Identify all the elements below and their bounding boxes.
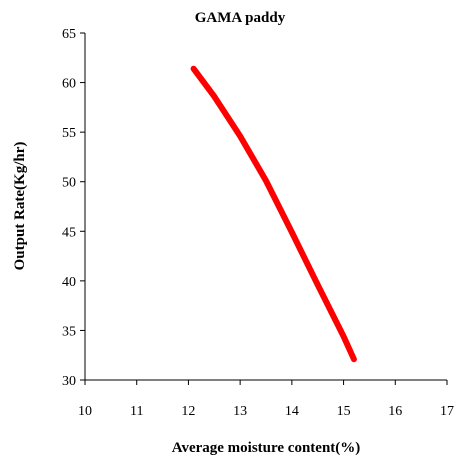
y-ticks: 30 35 40 45 50 55 60 65 xyxy=(62,27,85,389)
x-tick-label: 17 xyxy=(440,404,454,419)
y-tick-label: 65 xyxy=(62,27,76,42)
y-tick-label: 55 xyxy=(62,126,76,141)
y-tick-label: 60 xyxy=(62,77,76,92)
chart-title: GAMA paddy xyxy=(195,10,286,26)
x-tick-label: 12 xyxy=(181,404,195,419)
x-tick-label: 10 xyxy=(78,404,92,419)
y-tick-label: 30 xyxy=(62,374,76,389)
y-axis-label: Output Rate(Kg/hr) xyxy=(12,142,28,271)
plot-area: 30 35 40 45 50 55 60 65 10 11 12 13 14 15 16 17 xyxy=(62,27,454,419)
x-tick-label: 11 xyxy=(130,404,143,419)
x-tick-label: 15 xyxy=(337,404,351,419)
y-tick-label: 45 xyxy=(62,225,76,240)
y-tick-label: 40 xyxy=(62,275,76,290)
y-tick-label: 50 xyxy=(62,176,76,191)
series-layer xyxy=(190,65,357,363)
x-tick-label: 16 xyxy=(388,404,402,419)
x-axis-label: Average moisture content(%) xyxy=(172,440,361,456)
series-line xyxy=(190,65,357,363)
x-tick-label: 14 xyxy=(285,404,299,419)
y-tick-label: 35 xyxy=(62,324,76,339)
x-ticks: 10 11 12 13 14 15 16 17 xyxy=(78,380,454,419)
x-tick-label: 13 xyxy=(233,404,247,419)
